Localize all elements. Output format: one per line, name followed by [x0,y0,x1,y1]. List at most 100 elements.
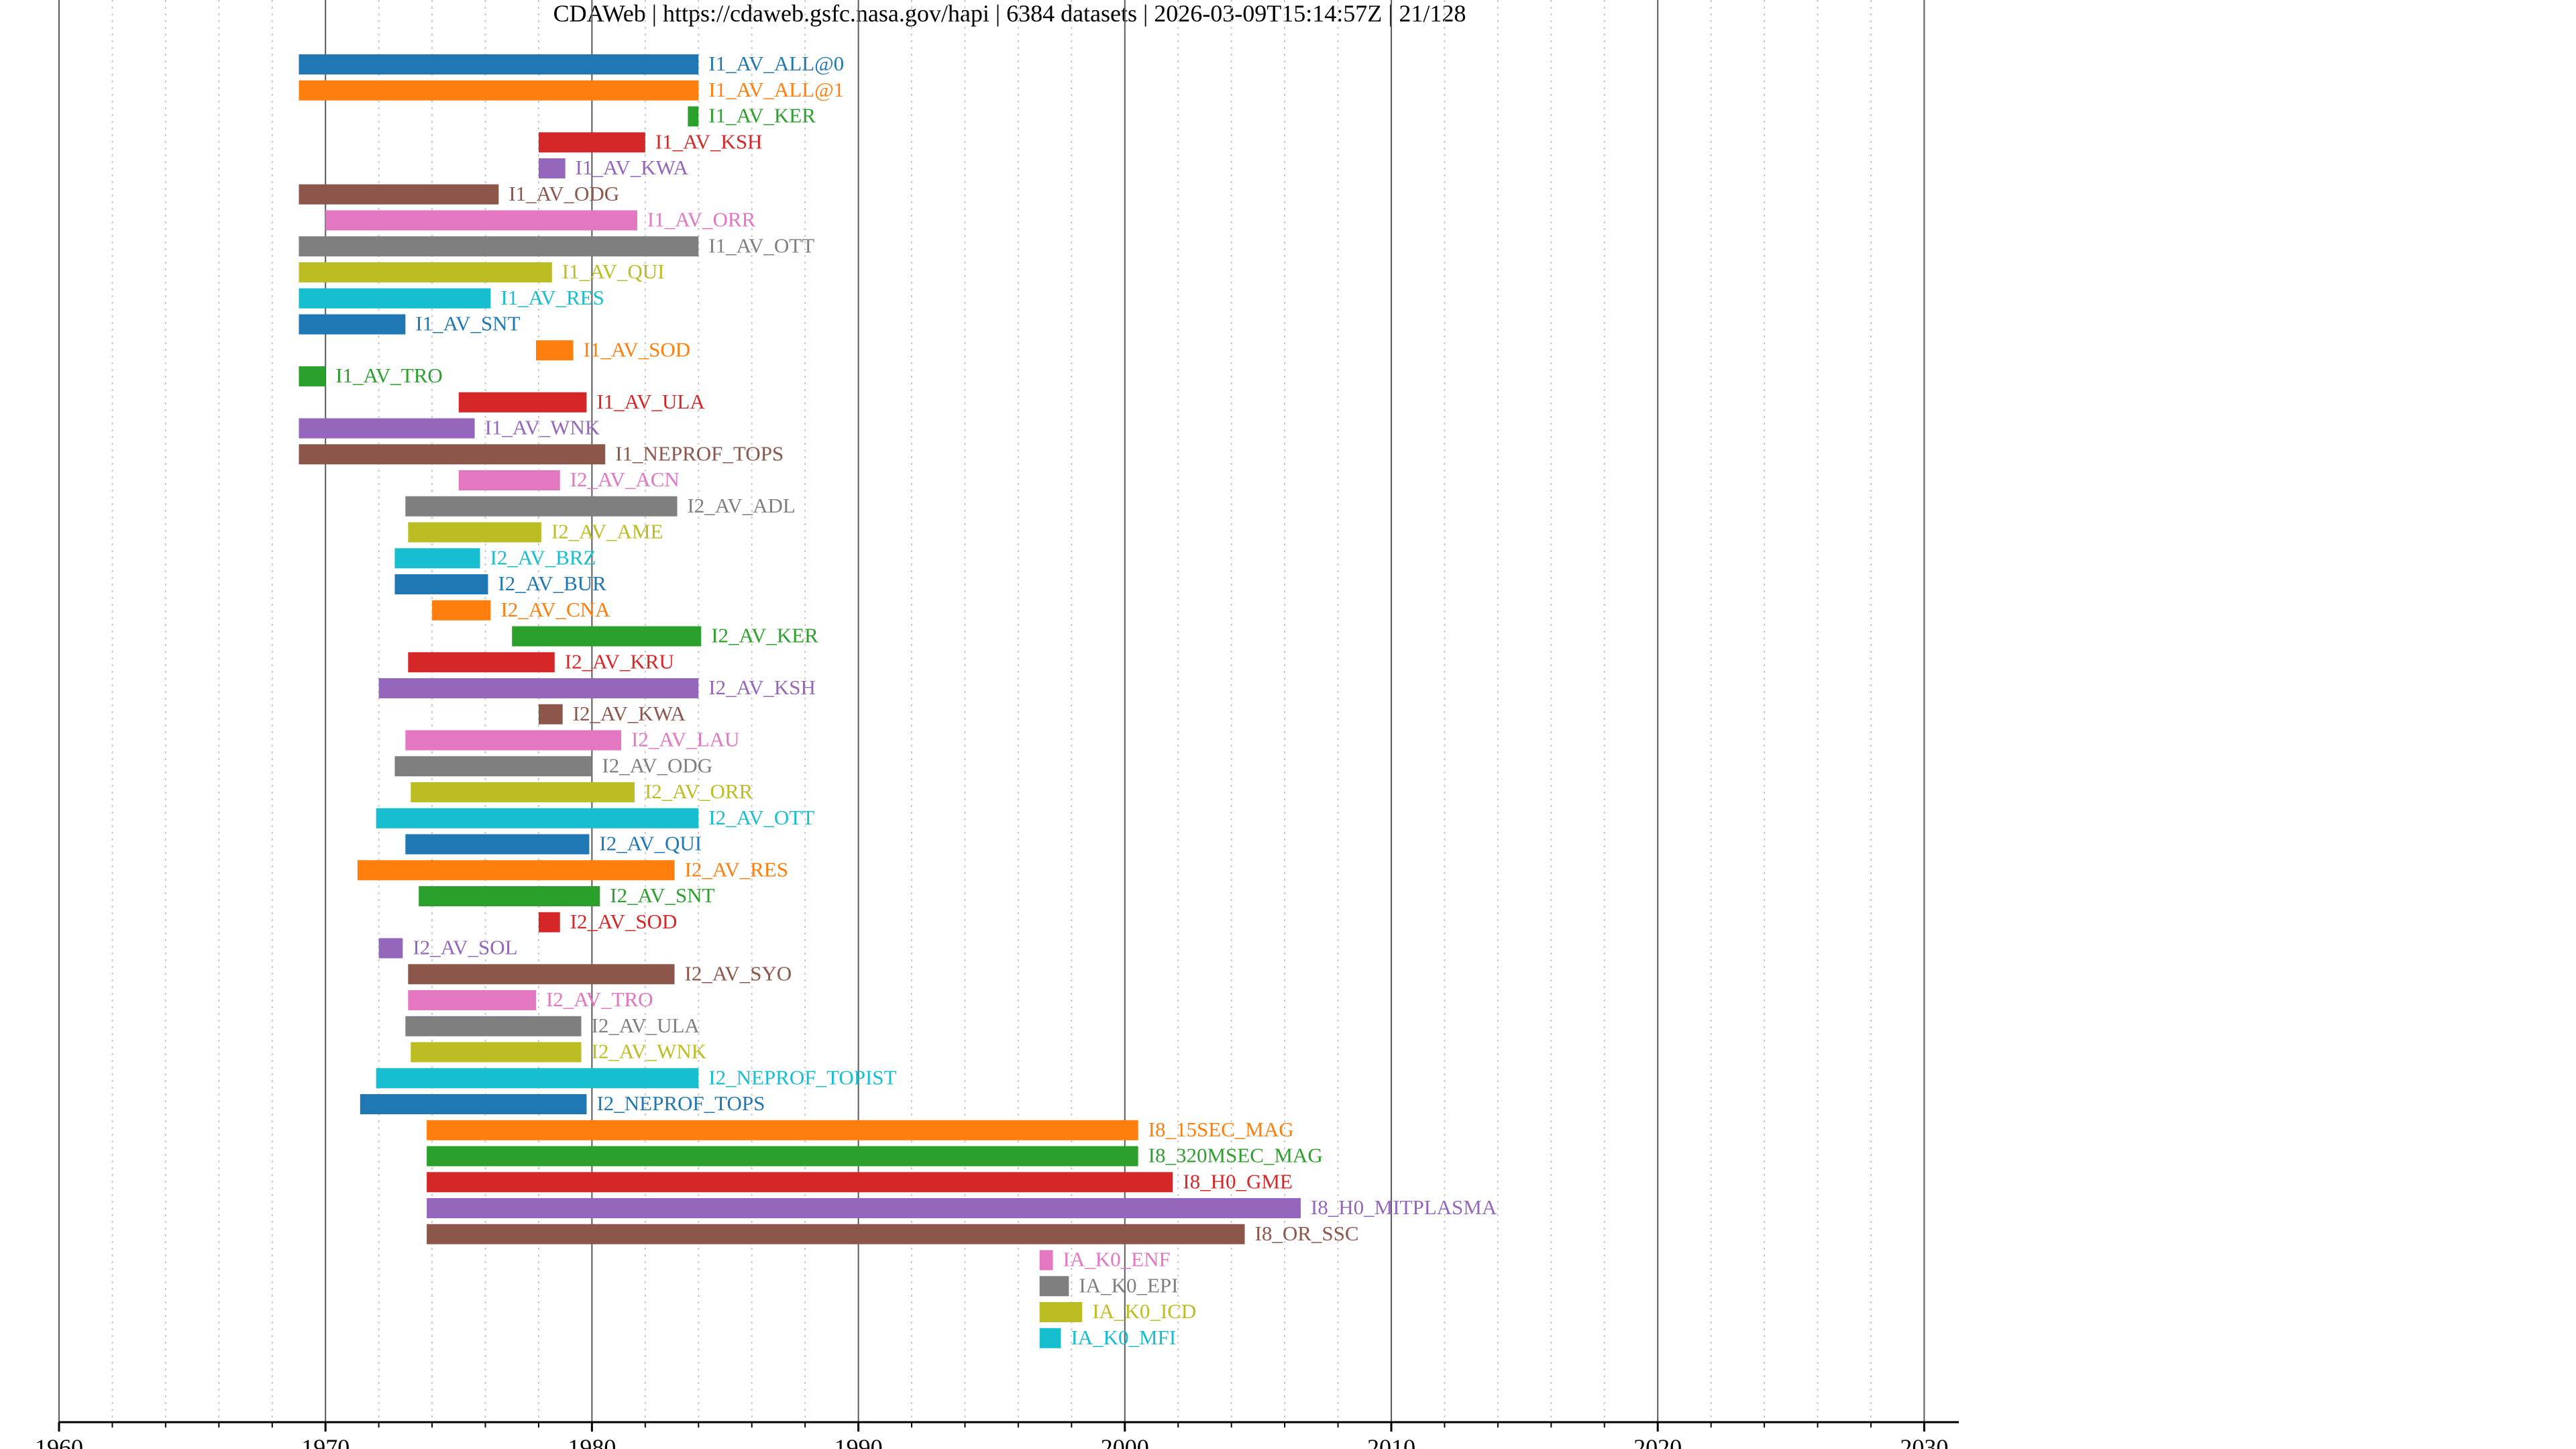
dataset-bar [688,106,699,127]
x-tick-label: 2020 [1633,1434,1682,1449]
dataset-bar [299,236,699,257]
dataset-label: I1_AV_KSH [655,129,763,153]
dataset-bar [299,288,491,309]
x-tick-label: 2010 [1367,1434,1415,1449]
dataset-label: I2_AV_SOD [570,910,678,933]
dataset-label: I2_AV_LAU [631,728,739,751]
dataset-bar [432,600,491,621]
x-tick-label: 2000 [1101,1434,1149,1449]
dataset-bar [458,470,560,490]
dataset-bar [378,938,403,959]
dataset-bar [408,990,536,1010]
dataset-label: I2_AV_KER [711,624,818,647]
dataset-label: IA_K0_ICD [1092,1299,1196,1323]
dataset-label: I2_AV_OTT [708,806,814,829]
dataset-label: I1_AV_SOD [584,337,691,361]
dataset-label: I2_AV_WNK [592,1040,707,1063]
dataset-label: I2_AV_ODG [602,753,712,777]
dataset-label: I8_H0_MITPLASMA [1311,1195,1497,1219]
dataset-label: I1_AV_ODG [508,182,619,205]
dataset-bar [360,1094,587,1114]
dataset-label: IA_K0_EPI [1079,1273,1178,1297]
x-tick-label: 1980 [568,1434,616,1449]
dataset-label: I1_AV_WNK [485,416,600,439]
dataset-label: I2_AV_SYO [685,961,792,985]
x-tick-label: 2030 [1900,1434,1948,1449]
dataset-label: I2_AV_ADL [687,494,795,517]
dataset-label: I8_H0_GME [1183,1169,1293,1193]
dataset-bar [325,210,637,231]
dataset-label: I8_320MSEC_MAG [1148,1144,1323,1167]
dataset-bar [1039,1250,1053,1271]
dataset-label: I2_AV_KSH [708,676,816,699]
dataset-label: I1_AV_KWA [576,156,689,179]
dataset-bar [411,1042,582,1063]
dataset-label: I1_AV_SNT [415,312,520,335]
dataset-label: I2_NEPROF_TOPS [596,1091,765,1115]
dataset-label: I1_NEPROF_TOPS [615,441,784,465]
dataset-bar [427,1146,1138,1167]
dataset-label: I2_NEPROF_TOPIST [708,1065,896,1089]
dataset-bar [458,392,587,413]
dataset-bar [1039,1302,1083,1322]
dataset-label: I2_AV_ULA [592,1014,700,1037]
dataset-label: I1_AV_ALL@1 [708,78,844,101]
dataset-label: I1_AV_ORR [647,208,756,231]
dataset-bar [419,886,600,906]
dataset-bar [408,522,541,543]
dataset-label: IA_K0_ENF [1063,1248,1171,1271]
dataset-label: I2_AV_ORR [645,780,753,803]
x-tick-label: 1990 [835,1434,883,1449]
dataset-bar [538,132,645,153]
dataset-label: I2_AV_SNT [610,883,714,907]
dataset-bar [405,1016,582,1036]
dataset-label: I2_AV_TRO [546,987,653,1011]
dataset-bar [376,808,699,828]
dataset-bar [299,418,475,439]
dataset-bar [299,366,326,386]
dataset-bar [405,730,622,751]
dataset-bar [299,184,499,205]
dataset-bar [427,1172,1173,1193]
dataset-label: IA_K0_MFI [1071,1326,1176,1349]
dataset-bar [1039,1276,1069,1297]
dataset-bar [299,80,699,101]
x-axis: 1960 1970 1980 1990 2000 2010 2020 2030 [35,1421,1959,1449]
dataset-bars: I1_AV_ALL@0 I1_AV_ALL@1 I1_AV_KERI1_AV_KSH… [299,52,1497,1349]
dataset-label: I1_AV_QUI [562,260,665,283]
x-tick-label: 1960 [35,1434,83,1449]
dataset-label: I2_AV_AME [551,520,663,543]
dataset-label: I1_AV_TRO [335,364,443,387]
dataset-bar [299,314,406,335]
dataset-bar [408,652,555,673]
dataset-label: I2_AV_KRU [565,649,674,673]
dataset-bar [408,964,675,985]
dataset-bar [538,912,560,932]
dataset-label: I2_AV_KWA [573,702,686,725]
x-tick-label: 1970 [301,1434,350,1449]
dataset-bar [405,834,590,855]
dataset-bar [512,626,702,647]
dataset-bar [427,1198,1301,1218]
dataset-bar [394,756,592,777]
dataset-bar [538,704,563,724]
dataset-label: I8_OR_SSC [1255,1222,1359,1245]
dataset-label: I2_AV_ACN [570,468,680,491]
dataset-bar [1039,1328,1061,1348]
dataset-bar [405,496,678,517]
dataset-bar [538,158,566,178]
dataset-bar [411,782,635,802]
dataset-label: I2_AV_CNA [500,598,610,621]
dataset-bar [299,262,552,282]
dataset-bar [299,54,699,74]
dataset-label: I2_AV_QUI [599,832,702,855]
dataset-bar [376,1068,699,1089]
dataset-label: I1_AV_ULA [596,390,705,413]
dataset-bar [357,860,675,881]
dataset-bar [427,1224,1245,1244]
dataset-bar [535,340,574,361]
dataset-label: I1_AV_ALL@0 [708,52,844,75]
dataset-label: I1_AV_RES [500,286,604,309]
dataset-bar [394,548,480,569]
